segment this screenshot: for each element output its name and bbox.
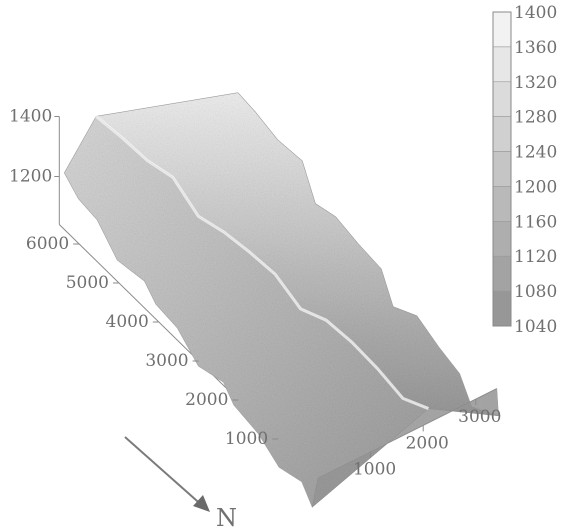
colorbar-segment bbox=[492, 116, 512, 152]
colorbar-segment bbox=[492, 151, 512, 187]
ticks-layer: 1000 2000 3000 4000 5000 6000 1000 2000 3000 1200… bbox=[9, 107, 501, 480]
colorbar-tick-label: 1160 bbox=[514, 212, 557, 232]
colorbar: 1400 1360 1320 1280 1240 1200 1160 1120 1080 1040 bbox=[492, 3, 557, 337]
north-arrow: N bbox=[124, 436, 237, 529]
colorbar-frame bbox=[492, 11, 512, 327]
z-tick-label: 1400 bbox=[9, 107, 52, 127]
y-tick-label: 1000 bbox=[225, 429, 268, 449]
north-label: N bbox=[216, 504, 237, 529]
x-tick-label: 3000 bbox=[458, 407, 501, 427]
x-tick-label: 2000 bbox=[406, 433, 449, 453]
y-tick-label: 2000 bbox=[185, 390, 228, 410]
colorbar-tick-label: 1040 bbox=[514, 317, 557, 337]
y-tick-label: 3000 bbox=[145, 351, 188, 371]
colorbar-tick-label: 1400 bbox=[514, 3, 557, 23]
y-tick-label: 6000 bbox=[26, 234, 69, 254]
colorbar-tick-label: 1080 bbox=[514, 282, 557, 302]
colorbar-segment bbox=[492, 221, 512, 257]
colorbar-tick-label: 1360 bbox=[514, 38, 557, 58]
north-arrow-shaft bbox=[124, 436, 206, 509]
ridge-crest-line bbox=[95, 115, 430, 410]
colorbar-segment bbox=[492, 46, 512, 83]
colorbar-segment bbox=[492, 81, 512, 117]
surface-front-skirt bbox=[311, 388, 499, 508]
colorbar-tick-label: 1280 bbox=[514, 108, 557, 128]
colorbar-tick-label: 1120 bbox=[514, 247, 557, 267]
colorbar-tick-label: 1200 bbox=[514, 177, 557, 197]
y-tick-label: 5000 bbox=[66, 273, 109, 293]
surface-layer bbox=[63, 92, 499, 508]
colorbar-segment bbox=[492, 255, 512, 292]
y-tick-label: 4000 bbox=[106, 312, 149, 332]
colorbar-segment bbox=[492, 290, 512, 327]
colorbar-tick-label: 1320 bbox=[514, 73, 557, 93]
colorbar-segment bbox=[492, 11, 512, 48]
colorbar-segment bbox=[492, 186, 512, 222]
colorbar-tick-label: 1240 bbox=[514, 143, 557, 163]
z-tick-label: 1200 bbox=[9, 167, 52, 187]
north-arrow-head bbox=[193, 495, 210, 512]
x-tick-label: 1000 bbox=[353, 460, 396, 480]
